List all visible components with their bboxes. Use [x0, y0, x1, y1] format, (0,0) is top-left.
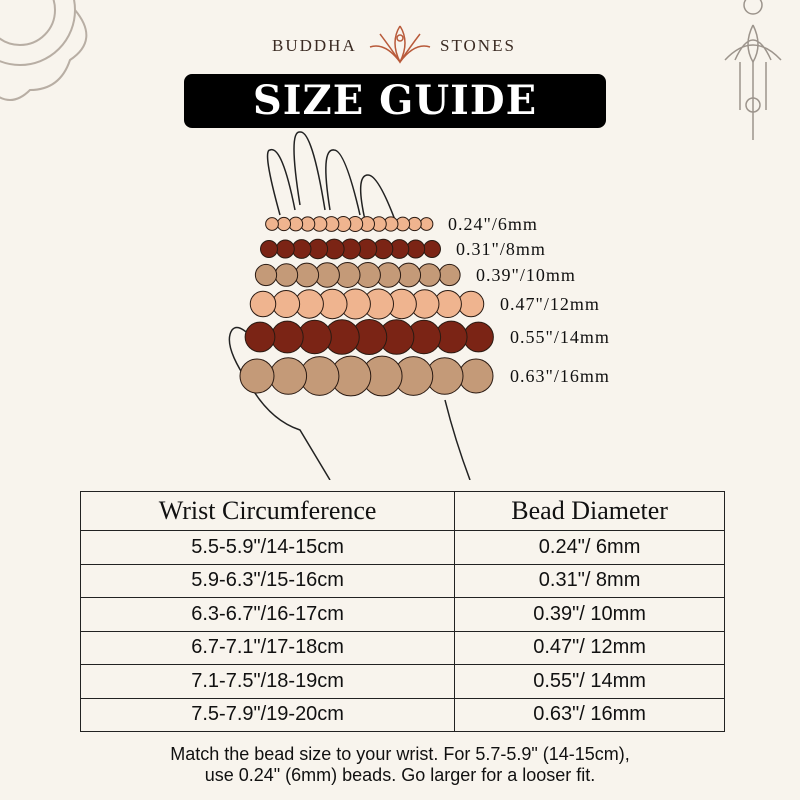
table-row: 6.3-6.7"/16-17cm 0.39"/ 10mm: [79, 597, 725, 632]
bead-cell: 0.39"/ 10mm: [454, 597, 725, 632]
brand-name-right: STONES: [440, 36, 516, 55]
mandala-decoration-icon: [0, 0, 88, 101]
bead: [276, 216, 292, 232]
bead-cell: 0.55"/ 14mm: [454, 664, 725, 699]
bead-size-label: 0.24"/6mm: [448, 214, 538, 234]
bead: [275, 239, 295, 259]
table-row: 5.9-6.3"/15-16cm 0.31"/ 8mm: [79, 563, 725, 598]
lotus-logo-icon: [369, 25, 431, 64]
bead: [457, 290, 485, 318]
bead: [269, 357, 308, 395]
bead-row: 0.47"/12mm: [249, 288, 600, 320]
fit-note: Match the bead size to your wrist. For 5…: [100, 744, 700, 786]
header-wrist: Wrist Circumference: [79, 491, 456, 531]
bead-cell: 0.31"/ 8mm: [454, 563, 725, 598]
bead: [249, 290, 277, 318]
bead: [458, 358, 494, 394]
wrist-cell: 5.9-6.3"/15-16cm: [79, 563, 456, 598]
bead: [274, 263, 299, 287]
size-table: Wrist Circumference Bead Diameter 5.5-5.…: [79, 491, 725, 732]
bead-size-label: 0.39"/10mm: [476, 265, 576, 285]
bead-cell: 0.24"/ 6mm: [454, 530, 725, 565]
table-row: 7.1-7.5"/18-19cm 0.55"/ 14mm: [79, 664, 725, 699]
note-line-2: use 0.24" (6mm) beads. Go larger for a l…: [204, 765, 596, 785]
bead: [438, 263, 461, 287]
wrist-cell: 6.3-6.7"/16-17cm: [79, 597, 456, 632]
bead-size-label: 0.55"/14mm: [510, 327, 610, 347]
bead-row: 0.31"/8mm: [260, 238, 546, 260]
wrist-cell: 7.5-7.9"/19-20cm: [79, 697, 456, 732]
bead-size-label: 0.47"/12mm: [500, 294, 600, 314]
bead: [294, 262, 320, 288]
bead-row: 0.24"/6mm: [265, 214, 538, 234]
wrist-cell: 6.7-7.1"/17-18cm: [79, 630, 456, 665]
bead-size-label: 0.63"/16mm: [510, 366, 610, 386]
bead-size-label: 0.31"/8mm: [456, 239, 546, 259]
note-line-1: Match the bead size to your wrist. For 5…: [170, 744, 630, 764]
bead: [272, 289, 301, 319]
table-row: 7.5-7.9"/19-20cm 0.63"/ 16mm: [79, 697, 725, 732]
bead: [406, 239, 426, 259]
bead: [244, 321, 276, 353]
bead: [419, 217, 434, 231]
bead-row: 0.63"/16mm: [239, 355, 610, 397]
table-row: 6.7-7.1"/17-18cm 0.47"/ 12mm: [79, 630, 725, 665]
bead-row: 0.55"/14mm: [244, 319, 610, 355]
page-title: SIZE GUIDE: [184, 74, 606, 128]
bead-size-illustration: 0.24"/6mm 0.31"/8mm 0.39"/10mm 0.47"/12mm 0.…: [228, 131, 610, 480]
bead-row: 0.39"/10mm: [254, 262, 576, 288]
bead: [270, 320, 304, 354]
bead: [423, 240, 441, 258]
wrist-cell: 7.1-7.5"/18-19cm: [79, 664, 456, 699]
bead: [239, 358, 275, 394]
bead: [417, 263, 441, 287]
table-row: 5.5-5.9"/14-15cm 0.24"/ 6mm: [79, 530, 725, 565]
wrist-cell: 5.5-5.9"/14-15cm: [79, 530, 456, 565]
bead: [260, 240, 278, 258]
brand-name-left: BUDDHA: [272, 36, 357, 55]
bead: [291, 239, 312, 259]
header-bead: Bead Diameter: [454, 491, 725, 531]
bead-cell: 0.63"/ 16mm: [454, 697, 725, 732]
bead: [463, 321, 494, 353]
bead-cell: 0.47"/ 12mm: [454, 630, 725, 665]
lotus-charm-icon: [724, 0, 782, 140]
bead: [254, 263, 278, 287]
bead: [265, 217, 279, 231]
